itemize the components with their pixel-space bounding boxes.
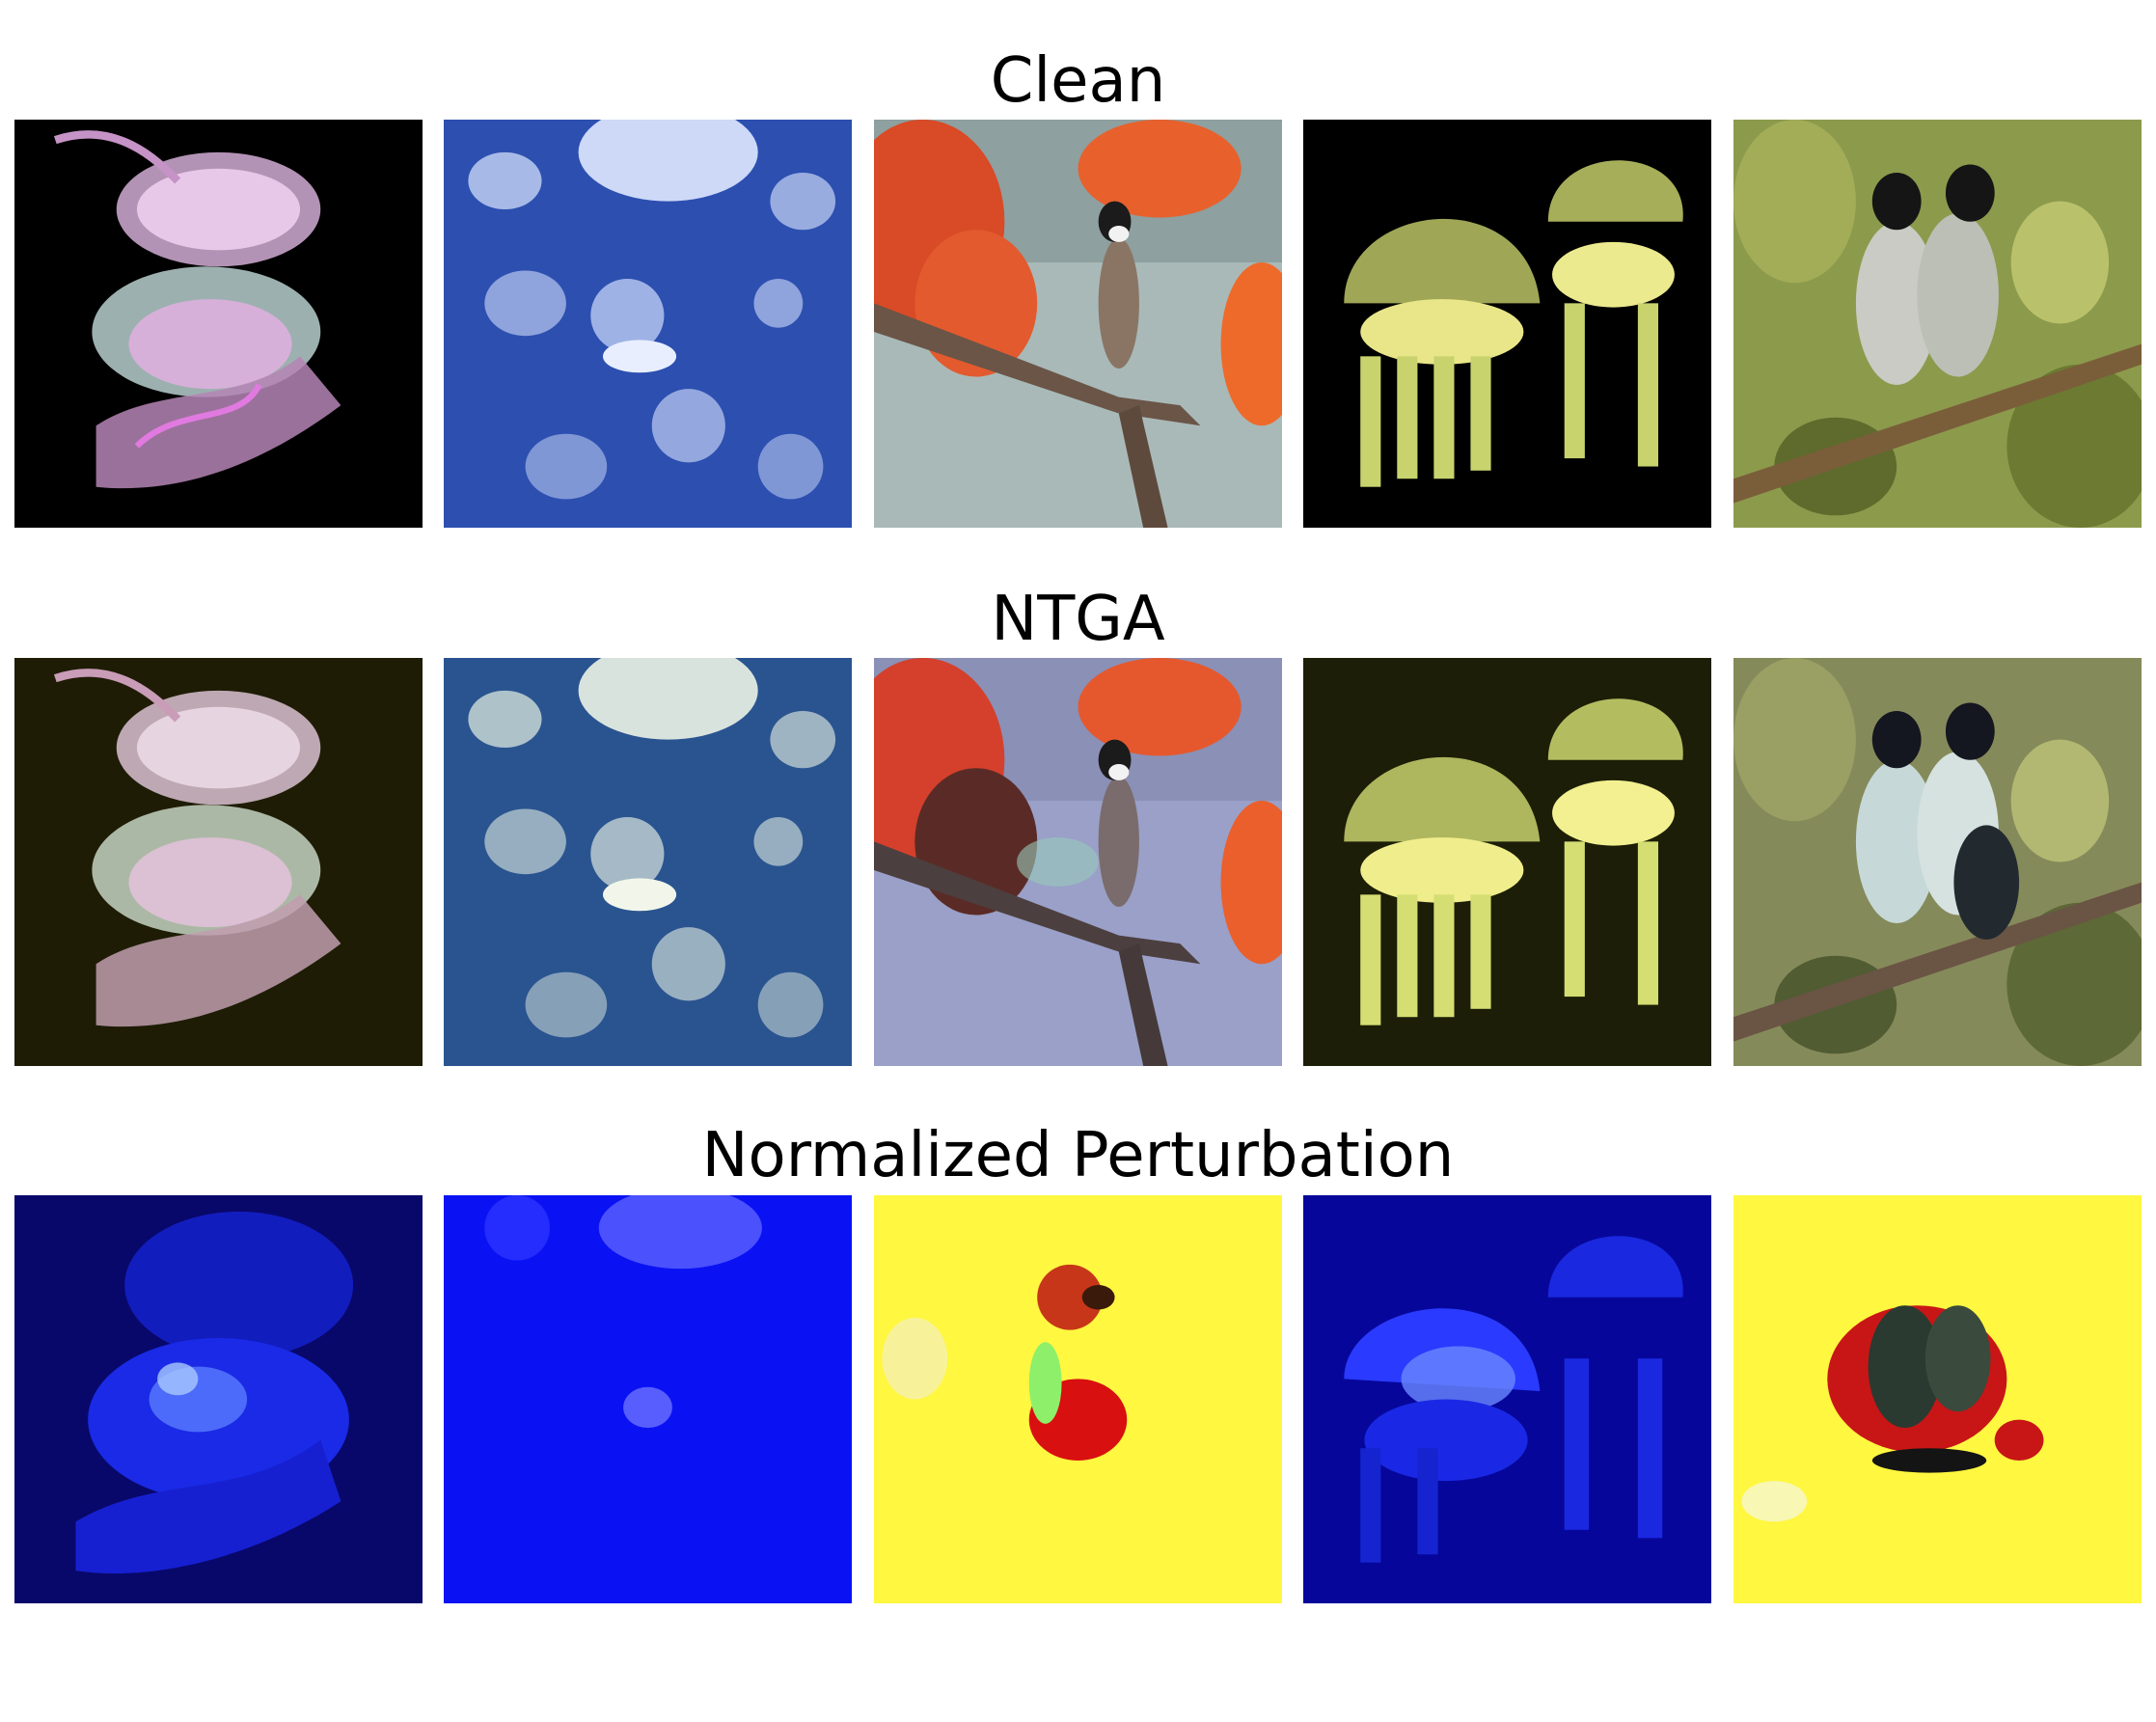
perturbation-image-3 [874, 1195, 1282, 1603]
perturbation-image-5 [1733, 1195, 2142, 1603]
perturbation-image-4 [1303, 1195, 1711, 1603]
perturbation-image-2 [444, 1195, 852, 1603]
clean-image-4-spotted-jellyfish [1303, 120, 1711, 528]
ntga-image-1-pink-jellyfish [14, 658, 423, 1066]
clean-image-2-moon-jellyfish [444, 120, 852, 528]
row-title-ntga: NTGA [991, 584, 1165, 655]
clean-image-3-bulbul-orange-flowers [874, 120, 1282, 528]
ntga-image-5-two-bulbuls [1733, 658, 2142, 1066]
perturbation-image-1 [14, 1195, 423, 1603]
clean-image-1-pink-jellyfish [14, 120, 423, 528]
clean-image-5-two-bulbuls [1733, 120, 2142, 528]
ntga-image-4-spotted-jellyfish [1303, 658, 1711, 1066]
ntga-image-2-moon-jellyfish [444, 658, 852, 1066]
ntga-image-3-bulbul-orange-flowers [874, 658, 1282, 1066]
row-title-normalized-perturbation: Normalized Perturbation [701, 1120, 1455, 1191]
row-title-clean: Clean [990, 45, 1166, 117]
